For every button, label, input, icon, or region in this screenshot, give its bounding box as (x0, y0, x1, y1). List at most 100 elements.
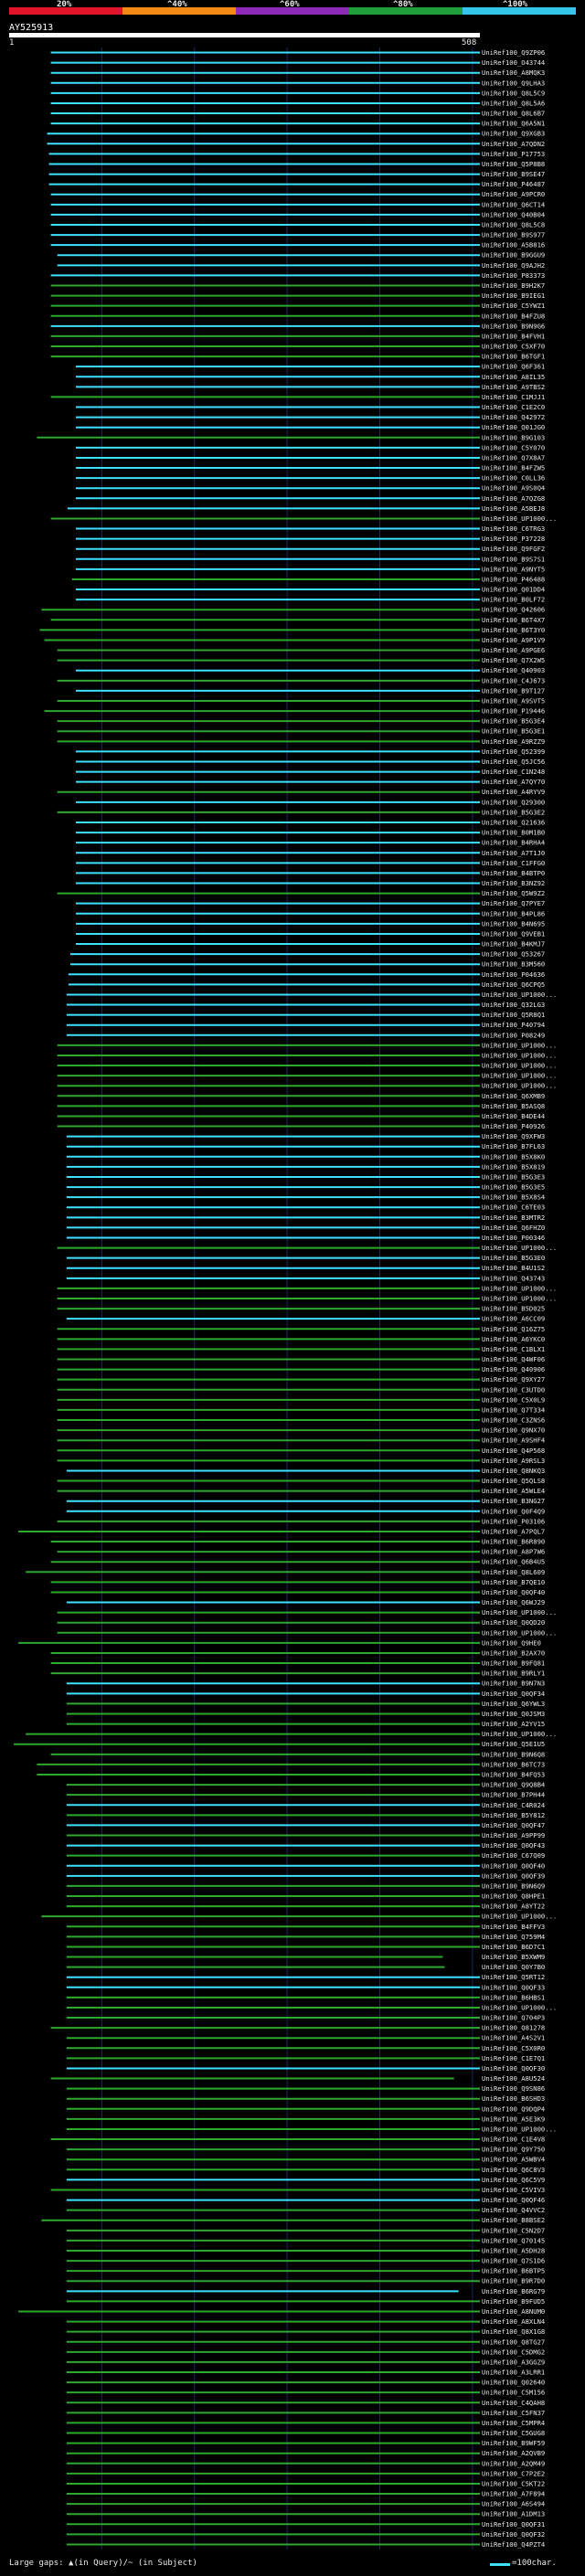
hit-label[interactable]: UniRef100_B5ASQ8 (482, 1102, 545, 1110)
hit-label[interactable]: UniRef100_P40926 (482, 1122, 545, 1130)
hit-label[interactable]: UniRef100_A4S2V1 (482, 2034, 545, 2042)
hit-label[interactable]: UniRef100_Q0QF40 (482, 1861, 545, 1870)
hit-label[interactable]: UniRef100_UP1000... (482, 1051, 557, 1059)
hit-label[interactable]: UniRef100_C4QAH8 (482, 2399, 545, 2407)
hit-label[interactable]: UniRef100_Q4PZT4 (482, 2540, 545, 2549)
hit-label[interactable]: UniRef100_B7FL63 (482, 1142, 545, 1150)
hit-label[interactable]: UniRef100_Q8TG27 (482, 2337, 545, 2346)
hit-label[interactable]: UniRef100_B9H2K7 (482, 281, 545, 290)
hit-label[interactable]: UniRef100_B4PL86 (482, 909, 545, 917)
hit-label[interactable]: UniRef100_A9S0Q4 (482, 484, 545, 493)
hit-label[interactable]: UniRef100_A9PCR0 (482, 190, 545, 198)
hit-label[interactable]: UniRef100_Q21636 (482, 819, 545, 827)
hit-label[interactable]: UniRef100_B5Y812 (482, 1811, 545, 1819)
hit-label[interactable]: UniRef100_B4KMJ7 (482, 940, 545, 949)
hit-label[interactable]: UniRef100_Q4VVC2 (482, 2206, 545, 2214)
hit-label[interactable]: UniRef100_P40794 (482, 1021, 545, 1029)
hit-label[interactable]: UniRef100_A5WLE4 (482, 1487, 545, 1495)
hit-label[interactable]: UniRef100_Q6A5N1 (482, 120, 545, 128)
hit-label[interactable]: UniRef100_Q6WJ29 (482, 1598, 545, 1606)
hit-label[interactable]: UniRef100_Q01JG0 (482, 423, 545, 431)
hit-label[interactable]: UniRef100_P00346 (482, 1234, 545, 1242)
hit-label[interactable]: UniRef100_C6TE03 (482, 1203, 545, 1212)
hit-label[interactable]: UniRef100_Q0QF33 (482, 1983, 545, 1991)
hit-label[interactable]: UniRef100_Q0QF46 (482, 2196, 545, 2204)
hit-label[interactable]: UniRef100_C67Q09 (482, 1851, 545, 1860)
hit-label[interactable]: UniRef100_UP1000... (482, 1041, 557, 1049)
hit-label[interactable]: UniRef100_B8BSE2 (482, 2216, 545, 2224)
hit-label[interactable]: UniRef100_B5G3E4 (482, 717, 545, 726)
hit-label[interactable]: UniRef100_B5X8S4 (482, 1193, 545, 1202)
hit-label[interactable]: UniRef100_A9PP99 (482, 1831, 545, 1839)
hit-label[interactable]: UniRef100_B5G3E1 (482, 727, 545, 736)
hit-label[interactable]: UniRef100_A8U524 (482, 2074, 545, 2083)
hit-label[interactable]: UniRef100_Q9Q8B4 (482, 1781, 545, 1789)
hit-label[interactable]: UniRef100_Q0QF40 (482, 1588, 545, 1596)
hit-label[interactable]: UniRef100_Q0QF32 (482, 2530, 545, 2539)
hit-label[interactable]: UniRef100_C5YWZ1 (482, 302, 545, 310)
hit-label[interactable]: UniRef100_C1N248 (482, 768, 545, 776)
hit-label[interactable]: UniRef100_Q759M4 (482, 1933, 545, 1941)
hit-label[interactable]: UniRef100_C1E7Q1 (482, 2054, 545, 2062)
hit-label[interactable]: UniRef100_UP1000... (482, 1284, 557, 1292)
hit-label[interactable]: UniRef100_A9SVT5 (482, 696, 545, 705)
hit-label[interactable]: UniRef100_Q6F361 (482, 363, 545, 371)
hit-label[interactable]: UniRef100_B6RG79 (482, 2287, 545, 2295)
hit-label[interactable]: UniRef100_B5D025 (482, 1305, 545, 1313)
hit-label[interactable]: UniRef100_UP1000... (482, 1913, 557, 1921)
hit-label[interactable]: UniRef100_B9WF59 (482, 2439, 545, 2447)
hit-label[interactable]: UniRef100_Q40903 (482, 666, 545, 674)
hit-label[interactable]: UniRef100_A7QZG8 (482, 494, 545, 503)
hit-label[interactable]: UniRef100_Q40B04 (482, 210, 545, 218)
hit-label[interactable]: UniRef100_Q7X8A7 (482, 453, 545, 461)
hit-label[interactable]: UniRef100_A9TBS2 (482, 383, 545, 391)
hit-label[interactable]: UniRef100_A3GGZ9 (482, 2358, 545, 2366)
hit-label[interactable]: UniRef100_C5XF70 (482, 343, 545, 351)
hit-label[interactable]: UniRef100_Q9XGB3 (482, 130, 545, 138)
hit-label[interactable]: UniRef100_Q0JSM3 (482, 1710, 545, 1718)
hit-label[interactable]: UniRef100_C5DMG2 (482, 2348, 545, 2356)
hit-label[interactable]: UniRef100_UP1000... (482, 1072, 557, 1080)
hit-label[interactable]: UniRef100_B9S7S1 (482, 555, 545, 563)
hit-label[interactable]: UniRef100_A9NYT5 (482, 565, 545, 573)
hit-label[interactable]: UniRef100_B9GGU9 (482, 251, 545, 260)
hit-label[interactable]: UniRef100_C5M156 (482, 2389, 545, 2397)
hit-label[interactable]: UniRef100_C6TRG3 (482, 525, 545, 533)
hit-label[interactable]: UniRef100_Q5E1U5 (482, 1740, 545, 1748)
hit-label[interactable]: UniRef100_A2YV15 (482, 1720, 545, 1728)
hit-label[interactable]: UniRef100_Q7PYE7 (482, 899, 545, 907)
hit-label[interactable]: UniRef100_A4RYV9 (482, 788, 545, 796)
hit-label[interactable]: UniRef100_UP1000... (482, 1295, 557, 1303)
hit-label[interactable]: UniRef100_B9N6Q8 (482, 1750, 545, 1758)
hit-label[interactable]: UniRef100_P17753 (482, 150, 545, 158)
hit-label[interactable]: UniRef100_UP1000... (482, 1244, 557, 1252)
hit-label[interactable]: UniRef100_Q6CT14 (482, 200, 545, 208)
hit-label[interactable]: UniRef100_A8NUM0 (482, 2307, 545, 2316)
hit-label[interactable]: UniRef100_B9N7N3 (482, 1680, 545, 1688)
hit-label[interactable]: UniRef100_A5E3K9 (482, 2115, 545, 2123)
hit-label[interactable]: UniRef100_B9IEG1 (482, 292, 545, 300)
hit-label[interactable]: UniRef100_B9FUD5 (482, 2297, 545, 2306)
hit-label[interactable]: UniRef100_A9PGE6 (482, 646, 545, 654)
hit-label[interactable]: UniRef100_Q6FHZ0 (482, 1224, 545, 1232)
hit-label[interactable]: UniRef100_UP1000... (482, 1082, 557, 1090)
hit-label[interactable]: UniRef100_Q43743 (482, 1274, 545, 1282)
hit-label[interactable]: UniRef100_B6T4X7 (482, 616, 545, 624)
hit-label[interactable]: UniRef100_Q9SN86 (482, 2084, 545, 2093)
hit-label[interactable]: UniRef100_B5G3E2 (482, 808, 545, 816)
hit-label[interactable]: UniRef100_A5WBV4 (482, 2156, 545, 2164)
hit-label[interactable]: UniRef100_B0M1B0 (482, 829, 545, 837)
hit-label[interactable]: UniRef100_A5DH28 (482, 2246, 545, 2254)
hit-label[interactable]: UniRef100_B4BTP0 (482, 869, 545, 877)
hit-label[interactable]: UniRef100_P46488 (482, 575, 545, 583)
hit-label[interactable]: UniRef100_A7T1J0 (482, 849, 545, 857)
hit-label[interactable]: UniRef100_B3M560 (482, 960, 545, 969)
hit-label[interactable]: UniRef100_Q5QLS8 (482, 1477, 545, 1485)
hit-label[interactable]: UniRef100_Q4WF06 (482, 1355, 545, 1363)
hit-label[interactable]: UniRef100_A2QM49 (482, 2459, 545, 2467)
hit-label[interactable]: UniRef100_B4DE44 (482, 1112, 545, 1120)
hit-label[interactable]: UniRef100_C5N2D7 (482, 2226, 545, 2234)
hit-label[interactable]: UniRef100_Q5R8Q1 (482, 1011, 545, 1019)
hit-label[interactable]: UniRef100_Q9ZP06 (482, 48, 545, 57)
hit-label[interactable]: UniRef100_Q5W9Z2 (482, 889, 545, 897)
